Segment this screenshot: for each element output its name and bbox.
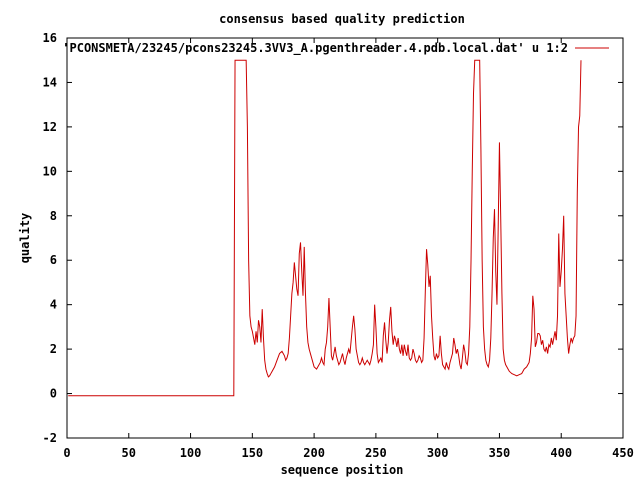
x-tick-label: 400 (550, 446, 572, 460)
x-tick-label: 200 (303, 446, 325, 460)
y-tick-label: 6 (50, 253, 57, 267)
x-tick-label: 300 (427, 446, 449, 460)
chart-title: consensus based quality prediction (219, 12, 465, 26)
y-tick-label: 8 (50, 209, 57, 223)
legend: 'PCONSMETA/23245/pcons23245.3VV3_A.pgent… (62, 41, 609, 56)
y-tick-label: 10 (43, 164, 57, 178)
y-tick-label: 4 (50, 298, 57, 312)
plot-frame (66, 37, 624, 439)
x-tick-label: 450 (612, 446, 634, 460)
x-tick-label: 0 (63, 446, 70, 460)
y-tick-label: -2 (43, 431, 57, 445)
axis-ticks: 0 50 100 150 200 250 300 350 400 450 -2 0 2 4 6 8 10 12 14… (43, 31, 634, 460)
y-tick-label: 16 (43, 31, 57, 45)
y-axis-label: quality (18, 213, 32, 264)
x-axis-label: sequence position (281, 463, 404, 477)
y-tick-label: 0 (50, 387, 57, 401)
x-tick-label: 150 (241, 446, 263, 460)
x-tick-label: 350 (489, 446, 511, 460)
x-tick-label: 50 (122, 446, 136, 460)
series-layer (68, 59, 582, 397)
y-tick-label: 2 (50, 342, 57, 356)
legend-label: 'PCONSMETA/23245/pcons23245.3VV3_A.pgent… (62, 41, 568, 56)
y-tick-label: 14 (43, 75, 57, 89)
x-tick-label: 250 (365, 446, 387, 460)
y-tick-label: 12 (43, 120, 57, 134)
series-line-0 (68, 59, 582, 397)
x-tick-label: 100 (180, 446, 202, 460)
